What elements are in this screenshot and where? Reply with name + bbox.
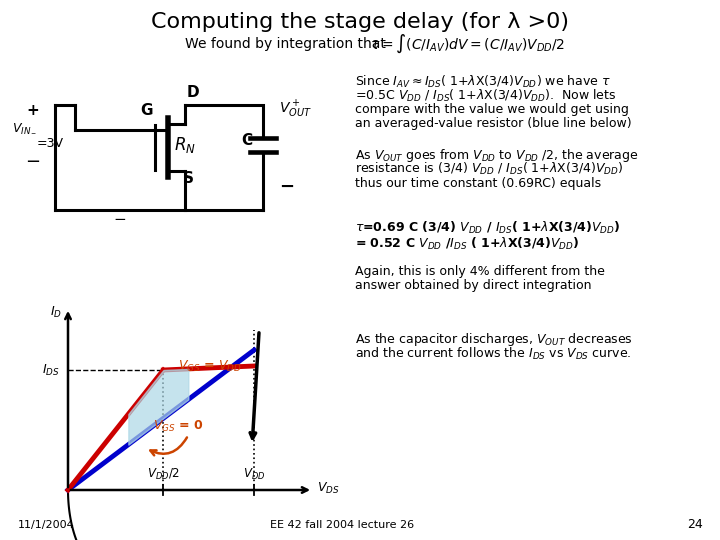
Text: an averaged-value resistor (blue line below): an averaged-value resistor (blue line be… bbox=[355, 118, 631, 131]
Text: G: G bbox=[140, 103, 153, 118]
Text: C: C bbox=[241, 133, 252, 148]
Text: $V_{IN_-}$: $V_{IN_-}$ bbox=[12, 122, 37, 135]
Text: $\tau$=0.69 C (3/4) $V_{DD}$ / $I_{DS}$( 1+$\lambda$X(3/4)$V_{DD}$): $\tau$=0.69 C (3/4) $V_{DD}$ / $I_{DS}$(… bbox=[355, 220, 620, 236]
Text: $V_{DD}$: $V_{DD}$ bbox=[243, 467, 265, 482]
Text: $V_{DD}/2$: $V_{DD}/2$ bbox=[147, 467, 180, 482]
Text: EE 42 fall 2004 lecture 26: EE 42 fall 2004 lecture 26 bbox=[270, 520, 414, 530]
Text: D: D bbox=[187, 85, 199, 100]
Text: S: S bbox=[183, 171, 194, 186]
Text: =3V: =3V bbox=[37, 137, 64, 150]
Text: Computing the stage delay (for λ >0): Computing the stage delay (for λ >0) bbox=[151, 12, 569, 32]
Text: answer obtained by direct integration: answer obtained by direct integration bbox=[355, 280, 592, 293]
Text: Since $I_{AV}\approx I_{DS}$( 1+$\lambda$X(3/4)$V_{DD}$) we have $\tau$: Since $I_{AV}\approx I_{DS}$( 1+$\lambda… bbox=[355, 74, 611, 90]
Text: resistance is (3/4) $V_{DD}$ / $I_{DS}$( 1+$\lambda$X(3/4)$V_{DD}$): resistance is (3/4) $V_{DD}$ / $I_{DS}$(… bbox=[355, 161, 624, 177]
Text: As $V_{OUT}$ goes from $V_{DD}$ to $V_{DD}$ /2, the average: As $V_{OUT}$ goes from $V_{DD}$ to $V_{D… bbox=[355, 146, 639, 164]
Text: −: − bbox=[25, 153, 40, 171]
Text: Again, this is only 4% different from the: Again, this is only 4% different from th… bbox=[355, 266, 605, 279]
Text: thus our time constant (0.69RC) equals: thus our time constant (0.69RC) equals bbox=[355, 177, 601, 190]
Text: = 0.52 C $V_{DD}$ /$I_{DS}$ ( 1+$\lambda$X(3/4)$V_{DD}$): = 0.52 C $V_{DD}$ /$I_{DS}$ ( 1+$\lambda… bbox=[355, 236, 580, 252]
Text: $R_N$: $R_N$ bbox=[174, 135, 196, 155]
Text: and the current follows the $I_{DS}$ vs $V_{DS}$ curve.: and the current follows the $I_{DS}$ vs … bbox=[355, 346, 631, 362]
Text: $V_{GS}$ = $V_{DD}$: $V_{GS}$ = $V_{DD}$ bbox=[179, 359, 243, 374]
Text: $\tau = \int(C/I_{AV})dV = (C/I_{AV})V_{DD}/2$: $\tau = \int(C/I_{AV})dV = (C/I_{AV})V_{… bbox=[370, 33, 565, 55]
Text: $V_{DS}$: $V_{DS}$ bbox=[317, 481, 340, 496]
Text: +: + bbox=[27, 103, 40, 118]
Text: $I_D$: $I_D$ bbox=[50, 305, 62, 320]
Text: $I_{DS}$: $I_{DS}$ bbox=[42, 362, 60, 377]
Text: As the capacitor discharges, $V_{OUT}$ decreases: As the capacitor discharges, $V_{OUT}$ d… bbox=[355, 332, 633, 348]
Text: $V^+_{OUT}$: $V^+_{OUT}$ bbox=[279, 98, 312, 120]
Text: −: − bbox=[279, 178, 294, 196]
Text: −: − bbox=[114, 212, 127, 227]
Text: 24: 24 bbox=[687, 518, 703, 531]
Text: =0.5C $V_{DD}$ / $I_{DS}$( 1+$\lambda$X(3/4)$V_{DD}$).  Now lets: =0.5C $V_{DD}$ / $I_{DS}$( 1+$\lambda$X(… bbox=[355, 88, 616, 104]
Text: $V_{GS}$ = 0: $V_{GS}$ = 0 bbox=[153, 419, 204, 434]
Text: We found by integration that: We found by integration that bbox=[185, 37, 386, 51]
Text: 11/1/2004: 11/1/2004 bbox=[18, 520, 75, 530]
Text: compare with the value we would get using: compare with the value we would get usin… bbox=[355, 104, 629, 117]
